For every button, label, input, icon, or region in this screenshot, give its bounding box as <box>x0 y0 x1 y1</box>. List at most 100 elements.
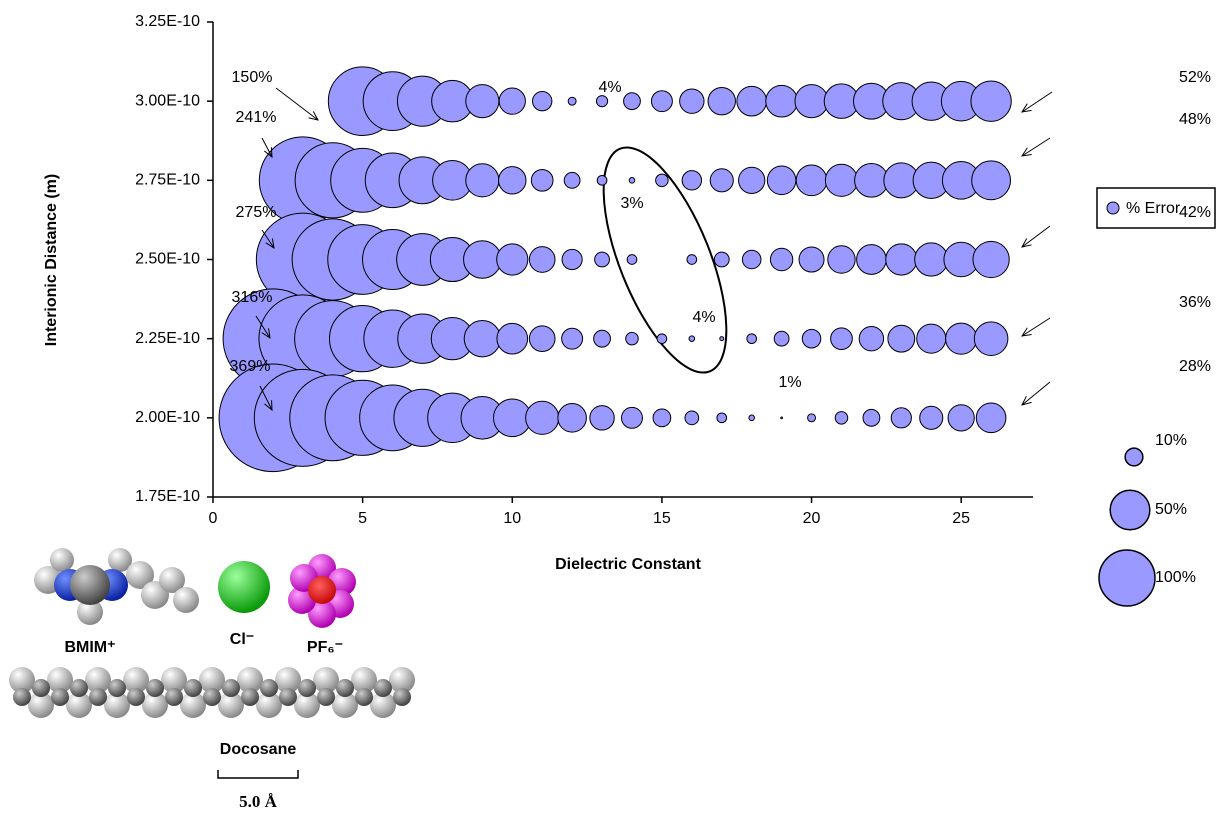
x-tick-label: 15 <box>653 510 671 527</box>
bubble <box>657 334 667 344</box>
annotation-arrow <box>1022 318 1050 336</box>
annotation: 275% <box>236 204 277 221</box>
bubble <box>499 88 525 114</box>
bubble <box>948 405 974 431</box>
x-tick-label: 10 <box>503 510 521 527</box>
bubble <box>624 93 641 110</box>
annotation: 150% <box>232 69 273 86</box>
bubble <box>915 243 948 276</box>
annotation: 4% <box>598 79 621 96</box>
scale-bar <box>218 770 298 778</box>
bubble <box>466 85 499 118</box>
size-legend-label: 10% <box>1155 432 1187 449</box>
bubble <box>651 91 672 112</box>
annotation: 1% <box>778 374 801 391</box>
legend-label: % Error <box>1126 200 1181 217</box>
atom <box>374 679 392 697</box>
atom <box>203 688 221 706</box>
size-legend-label: 50% <box>1155 501 1187 518</box>
bubble <box>946 323 977 354</box>
bubble <box>766 85 798 117</box>
bubble <box>828 246 855 273</box>
docosane-molecule <box>9 667 415 718</box>
atom <box>51 688 69 706</box>
atom <box>393 688 411 706</box>
bubble <box>682 171 701 190</box>
bmim-molecule <box>34 548 199 625</box>
bubble <box>529 326 555 352</box>
atom <box>355 688 373 706</box>
size-legend-label: 100% <box>1155 569 1196 586</box>
bubble <box>653 409 671 427</box>
y-tick-label: 3.25E-10 <box>135 13 200 30</box>
bubble <box>974 322 1008 356</box>
bubble <box>708 87 735 114</box>
atom <box>298 679 316 697</box>
bmim-label: BMIM⁺ <box>64 639 115 656</box>
atom <box>108 679 126 697</box>
bubble <box>497 244 528 275</box>
annotation-arrow <box>1022 226 1050 247</box>
bubble <box>920 406 943 429</box>
bubble <box>497 323 528 354</box>
bubble <box>464 321 500 357</box>
bubble <box>685 411 699 425</box>
atom <box>279 688 297 706</box>
annotation-arrow <box>276 88 318 120</box>
x-tick-label: 25 <box>952 510 970 527</box>
bubble <box>891 408 911 428</box>
atom <box>13 688 31 706</box>
annotation: 42% <box>1179 204 1211 221</box>
y-tick-label: 2.50E-10 <box>135 251 200 268</box>
atom <box>184 679 202 697</box>
bubble <box>594 330 611 347</box>
chart: Dielectric Constant Interionic Distance … <box>0 0 1218 816</box>
bubble <box>464 241 502 279</box>
annotation-arrow <box>262 138 272 157</box>
bubble <box>888 325 915 352</box>
bubble <box>714 252 729 267</box>
bubble <box>781 417 783 419</box>
bubble <box>590 406 614 430</box>
bubble <box>742 250 761 269</box>
annotation: 316% <box>232 289 273 306</box>
annotation: 241% <box>236 109 277 126</box>
bubble <box>687 255 697 265</box>
y-axis-label: Interionic Distance (m) <box>43 174 60 346</box>
bubble <box>835 412 848 425</box>
bubble <box>972 161 1011 200</box>
size-legend-bubble <box>1110 490 1150 530</box>
legend-marker <box>1107 202 1119 214</box>
atom <box>146 679 164 697</box>
annotation: 52% <box>1179 69 1211 86</box>
bubble <box>717 413 727 423</box>
bubble <box>720 337 724 341</box>
bubble <box>529 247 555 273</box>
cl-ion <box>218 561 270 613</box>
bubble <box>562 328 583 349</box>
bubble <box>597 175 607 185</box>
y-tick-label: 1.75E-10 <box>135 488 200 505</box>
atom <box>317 688 335 706</box>
cl-label: Cl⁻ <box>230 631 254 648</box>
bubble <box>466 164 499 197</box>
y-tick-label: 2.00E-10 <box>135 409 200 426</box>
atom <box>32 679 50 697</box>
bubble <box>831 328 853 350</box>
y-tick-label: 2.75E-10 <box>135 172 200 189</box>
bubble <box>526 401 559 434</box>
annotation: 3% <box>620 195 643 212</box>
x-tick-label: 0 <box>209 510 218 527</box>
bubble <box>971 81 1011 121</box>
bubble <box>886 244 917 275</box>
annotation: 369% <box>230 358 271 375</box>
pf6-molecule <box>288 554 356 628</box>
bubble <box>531 169 553 191</box>
bubble <box>568 97 576 105</box>
bubble <box>739 167 765 193</box>
atom <box>70 679 88 697</box>
atom <box>89 688 107 706</box>
annotation-arrow <box>1022 92 1052 112</box>
atom <box>165 688 183 706</box>
x-axis-label: Dielectric Constant <box>555 556 701 573</box>
